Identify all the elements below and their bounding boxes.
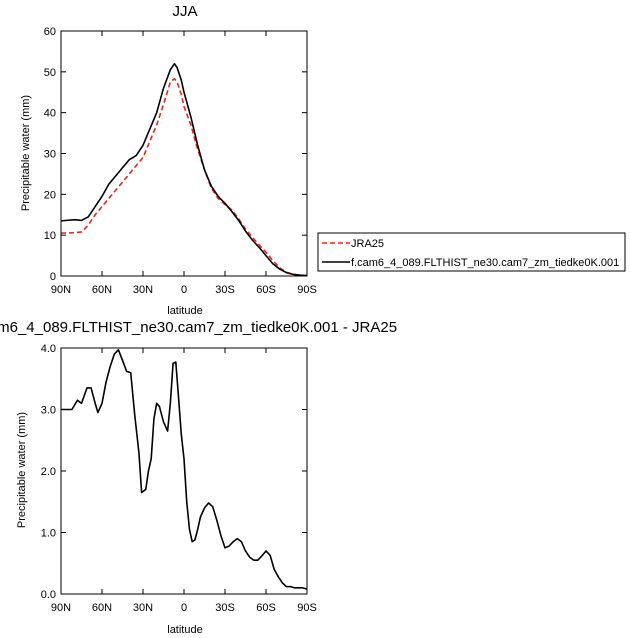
x-tick-label: 60S [256,602,276,614]
y-tick-label: 0.0 [41,589,56,601]
series-line-f-cam6-4-089-flthist-ne30-cam7-zm-tiedke0k-001 [60,62,308,277]
chart-title: f.cam6_4_089.FLTHIST_ne30.cam7_zm_tiedke… [0,319,397,336]
y-tick-label: 50 [44,67,56,79]
x-tick-label: 0 [181,602,187,614]
x-tick-label: 90N [51,602,71,614]
plot-series [61,349,308,590]
x-tick-label: 90N [51,284,71,296]
x-tick-label: 90S [297,284,317,296]
plot-series [60,62,308,277]
y-axis-label: Precipitable water (mm) [20,95,32,211]
x-axis-label: latitude [167,624,202,636]
legend-label-model: f.cam6_4_089.FLTHIST_ne30.cam7_zm_tiedke… [351,257,619,269]
x-tick-label: 60N [92,284,112,296]
x-tick-label: 30S [215,602,235,614]
y-axis-ticks: 0.0 1.0 2.0 3.0 4.0 [41,343,307,601]
legend-box [317,232,626,272]
y-axis-ticks: 0 10 20 30 40 50 60 [44,26,307,283]
x-axis-ticks: 90N 60N 30N 0 30S 60S 90S [51,348,317,614]
legend-label-jra25: JRA25 [351,238,384,250]
y-tick-label: 30 [44,149,56,161]
x-tick-label: 0 [181,284,187,296]
legend: JRA25 f.cam6_4_089.FLTHIST_ne30.cam7_zm_… [317,232,626,272]
y-tick-label: 40 [44,108,56,120]
series-line-jra25 [60,77,308,277]
y-tick-label: 3.0 [41,405,56,417]
y-tick-label: 0 [50,271,56,283]
x-tick-label: 60N [92,602,112,614]
chart-title: JJA [172,3,197,20]
panel-top-chart: JJA Precipitable water (mm) latitude 0 10… [20,3,317,317]
y-tick-label: 4.0 [41,343,56,355]
y-tick-label: 1.0 [41,528,56,540]
panel-bottom-chart: f.cam6_4_089.FLTHIST_ne30.cam7_zm_tiedke… [0,319,397,636]
plot-frame [60,347,308,595]
y-tick-label: 60 [44,26,56,38]
x-tick-label: 60S [256,284,276,296]
x-axis-label: latitude [167,305,202,317]
x-tick-label: 30N [133,602,153,614]
plot-frame [60,30,308,277]
y-tick-label: 2.0 [41,466,56,478]
series-line-difference [61,349,308,590]
y-tick-label: 20 [44,189,56,201]
x-tick-label: 30S [215,284,235,296]
y-axis-label: Precipitable water (mm) [16,412,28,528]
x-tick-label: 90S [297,602,317,614]
y-tick-label: 10 [44,230,56,242]
x-axis-ticks: 90N 60N 30N 0 30S 60S 90S [51,31,317,296]
x-tick-label: 30N [133,284,153,296]
